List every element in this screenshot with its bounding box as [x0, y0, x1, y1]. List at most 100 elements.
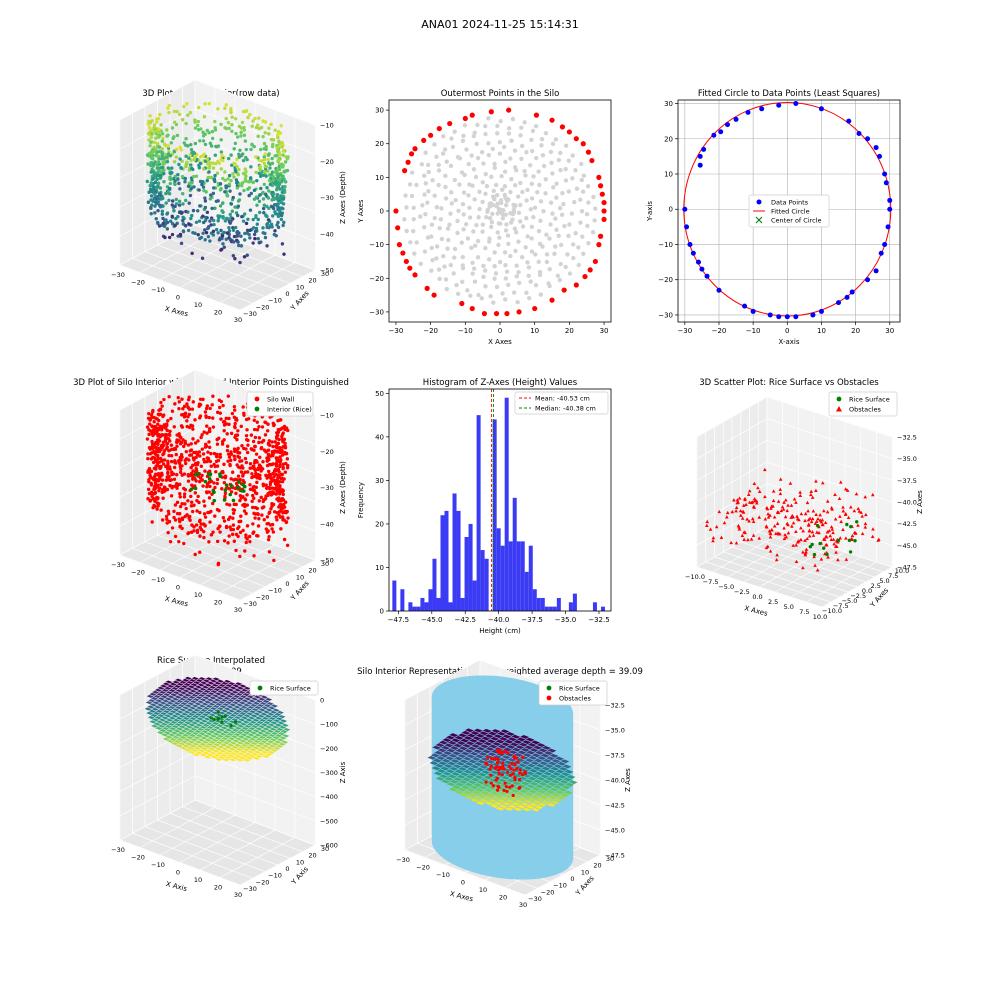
surface-patch	[156, 731, 164, 735]
silo-point	[248, 176, 253, 180]
interior-point	[540, 244, 545, 249]
obstacle-point	[513, 775, 517, 780]
interior-point	[551, 185, 556, 190]
surface-patch	[452, 751, 461, 756]
silo-wall-point	[172, 465, 177, 470]
silo-wall-point	[227, 503, 232, 507]
x-axis-label: Height (cm)	[479, 627, 521, 635]
surface-patch	[552, 785, 562, 789]
silo-wall-point	[215, 539, 220, 544]
silo-wall-point	[146, 452, 150, 456]
data-point	[697, 162, 703, 168]
silo-wall-point	[251, 485, 255, 489]
grid-line-z	[119, 79, 316, 126]
y-axis-label: Y Axis	[289, 865, 310, 887]
surface-patch	[264, 731, 272, 735]
interior-point	[476, 292, 481, 298]
obstacle-point	[782, 526, 786, 530]
interior-point	[441, 253, 446, 259]
interior-point	[579, 208, 585, 214]
silo-wall-point	[238, 477, 242, 482]
silo-point	[192, 174, 196, 179]
silo-wall-point	[148, 475, 153, 479]
outer-point	[393, 208, 399, 214]
silo-wall-point	[271, 453, 275, 458]
surface-patch	[431, 766, 441, 771]
silo-point	[151, 177, 155, 181]
surface-patch	[258, 697, 266, 701]
silo-wall-point	[255, 512, 260, 516]
silo-wall-point	[278, 463, 282, 467]
x-tick-label: 10	[194, 876, 202, 884]
surface-patch	[435, 763, 444, 768]
silo-wall-point	[191, 437, 195, 441]
silo-wall-point	[282, 518, 286, 522]
silo-point	[218, 188, 223, 192]
obstacle-point	[752, 481, 757, 486]
silo-wall-point	[227, 534, 231, 538]
surface-patch	[183, 710, 191, 714]
histogram-bar	[456, 510, 461, 611]
silo-wall-point	[251, 488, 255, 492]
silo-wall-point	[211, 425, 216, 429]
x-tick-label: −20	[131, 279, 145, 287]
interior-point	[534, 155, 539, 161]
obstacle-point	[491, 784, 495, 788]
silo-point	[238, 148, 242, 153]
silo-point	[253, 229, 258, 234]
silo-wall-point	[242, 411, 246, 415]
silo-point	[231, 171, 235, 176]
obstacle-point	[776, 532, 781, 536]
silo-point	[249, 191, 253, 196]
y-tick-label: 30	[375, 477, 384, 485]
surface-patch	[498, 757, 508, 762]
data-point	[784, 314, 790, 320]
interior-point	[409, 170, 415, 175]
silo-wall-point	[280, 434, 284, 439]
outer-point	[601, 199, 607, 206]
rice-surface-point	[818, 541, 822, 546]
y-tick-label: −30	[243, 310, 257, 318]
silo-point	[237, 155, 241, 159]
interior-point	[471, 133, 477, 139]
silo-wall-point	[185, 424, 189, 429]
surface-patch	[250, 741, 258, 746]
silo-point	[273, 211, 278, 216]
obstacle-point	[850, 537, 855, 542]
silo-wall-point	[147, 432, 151, 437]
obstacle-point	[752, 504, 756, 508]
surface-patch	[245, 746, 253, 750]
surface-patch	[224, 745, 232, 749]
interior-rice-point	[218, 472, 222, 477]
obstacle-point	[839, 480, 843, 484]
interior-point	[510, 116, 516, 122]
obstacle-point	[497, 750, 501, 754]
outer-point	[395, 225, 401, 231]
surface-patch	[193, 746, 201, 750]
outer-point	[408, 151, 415, 157]
interior-point	[495, 230, 501, 235]
y-tick-label: 10	[296, 858, 304, 866]
histogram-bar	[516, 541, 521, 611]
interior-point	[475, 122, 480, 128]
surface-patch	[477, 793, 487, 798]
surface-patch	[196, 679, 204, 683]
obstacle-point	[492, 757, 496, 761]
x-axis-label: X Axes	[164, 595, 189, 609]
silo-point	[168, 181, 173, 186]
data-point	[887, 197, 893, 203]
interior-point	[422, 249, 428, 254]
z-tick-label: −30	[320, 194, 334, 202]
interior-point	[559, 212, 565, 217]
interior-point	[497, 139, 502, 145]
grid-line-z	[119, 799, 316, 846]
histogram-bar	[460, 597, 465, 611]
silo-point	[152, 149, 156, 154]
surface-patch	[222, 730, 230, 734]
surface-patch	[227, 688, 235, 692]
x-tick-label: 0	[176, 869, 180, 877]
silo-wall-point	[189, 500, 194, 504]
interior-point	[486, 152, 491, 158]
surface-patch	[234, 754, 242, 758]
surface-patch	[471, 777, 480, 782]
